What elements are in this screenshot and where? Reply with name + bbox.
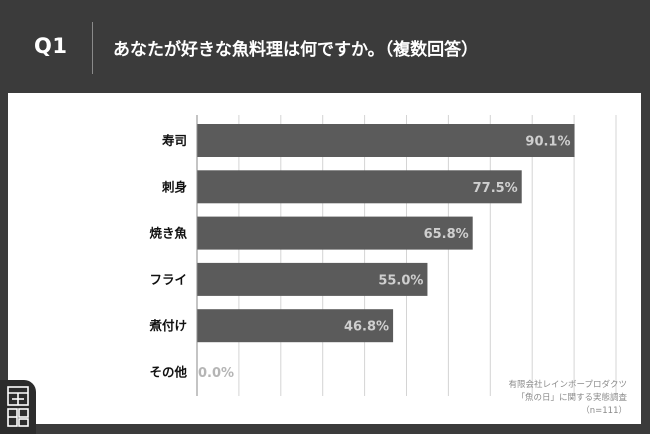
category-label: 焼き魚 <box>149 226 187 241</box>
data-label: 90.1% <box>525 135 570 150</box>
bar <box>197 124 575 157</box>
category-label: その他 <box>149 365 187 380</box>
source-survey: 「魚の日」に関する実態調査 <box>516 393 627 403</box>
bar <box>197 309 394 343</box>
data-label: 65.8% <box>424 227 469 242</box>
question-label: Q1 <box>34 34 68 58</box>
source-note: 有限会社レインボープロダクツ 「魚の日」に関する実態調査 （n=111） <box>509 379 628 418</box>
header-divider <box>92 22 93 74</box>
bar <box>197 216 473 250</box>
category-label: 寿司 <box>162 133 187 148</box>
category-label: フライ <box>149 272 187 287</box>
category-label: 煮付け <box>148 318 187 333</box>
bar-chart: 寿司 90.1% 刺身 77.5% 焼き魚 65.8% フライ 55.0% 煮付け 46.8% その… <box>148 115 617 396</box>
data-label: 77.5% <box>473 181 518 196</box>
data-label: 55.0% <box>378 273 423 288</box>
source-company: 有限会社レインボープロダクツ <box>508 380 628 390</box>
question-title: あなたが好きな魚料理は何ですか。（複数回答） <box>113 40 479 60</box>
data-label: 46.8% <box>344 320 389 335</box>
source-sample-size: （n=111） <box>581 406 627 416</box>
category-label: 刺身 <box>161 179 188 194</box>
data-label: 0.0% <box>198 366 234 381</box>
bar <box>197 262 428 296</box>
header: Q1 あなたが好きな魚料理は何ですか。（複数回答） <box>0 0 650 93</box>
bar <box>197 170 522 204</box>
chart-panel: 寿司 90.1% 刺身 77.5% 焼き魚 65.8% フライ 55.0% 煮付け 46.8% その… <box>8 93 641 424</box>
brand-logo-icon <box>0 380 36 434</box>
